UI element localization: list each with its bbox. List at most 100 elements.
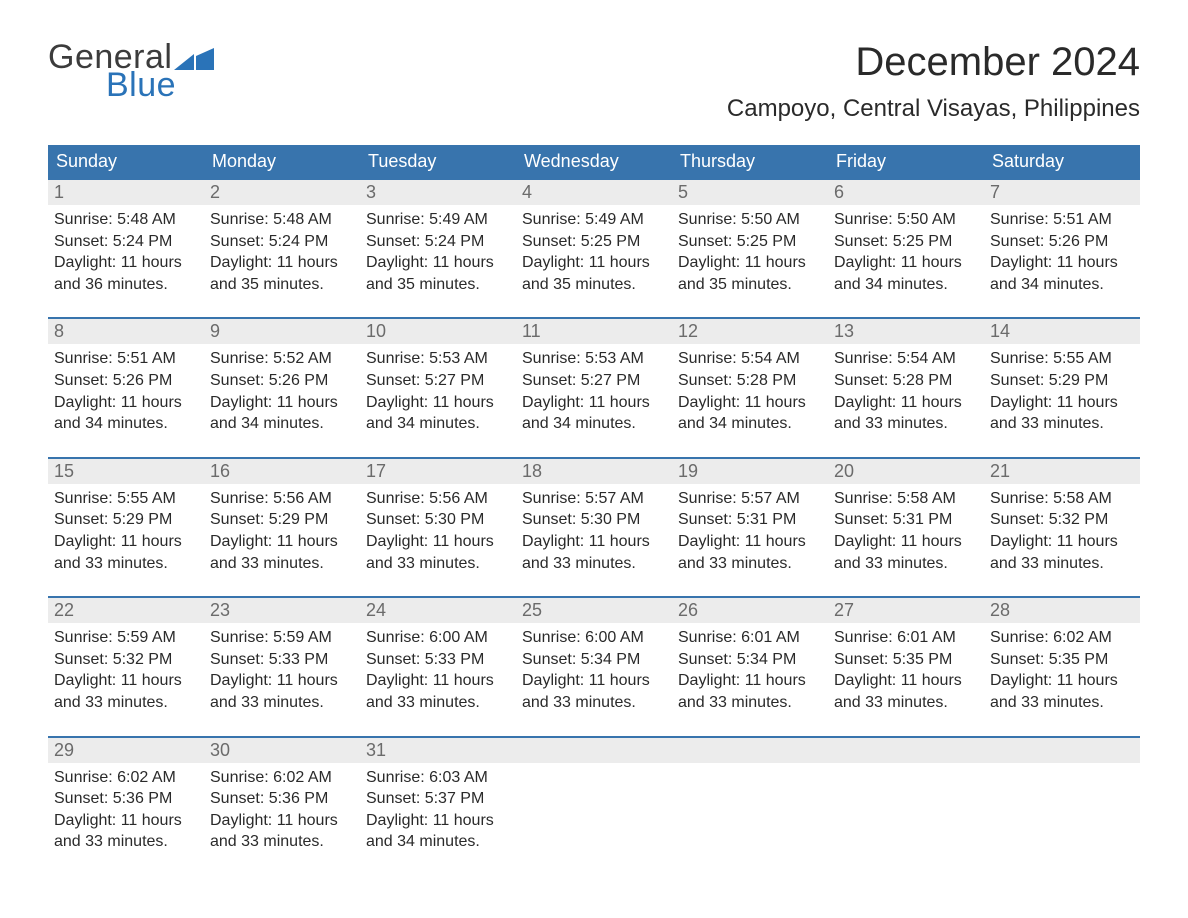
sunset-text: Sunset: 5:29 PM: [210, 509, 354, 531]
header-region: General Blue December 2024 Campoyo, Cent…: [48, 40, 1140, 137]
weekday-header: Thursday: [672, 145, 828, 178]
sunrise-text: Sunrise: 5:57 AM: [678, 488, 822, 510]
day-body: Sunrise: 6:01 AMSunset: 5:34 PMDaylight:…: [672, 623, 828, 717]
sunrise-text: Sunrise: 5:51 AM: [54, 348, 198, 370]
sunrise-text: Sunrise: 6:00 AM: [522, 627, 666, 649]
day-body: Sunrise: 5:50 AMSunset: 5:25 PMDaylight:…: [672, 205, 828, 299]
title-block: December 2024 Campoyo, Central Visayas, …: [727, 40, 1140, 137]
day-number: 4: [516, 180, 672, 205]
day-number: 29: [48, 738, 204, 763]
calendar-day: [984, 738, 1140, 857]
calendar-day: 5Sunrise: 5:50 AMSunset: 5:25 PMDaylight…: [672, 180, 828, 299]
calendar-day: 21Sunrise: 5:58 AMSunset: 5:32 PMDayligh…: [984, 459, 1140, 578]
daylight-text: Daylight: 11 hours and 35 minutes.: [522, 252, 666, 295]
sunrise-text: Sunrise: 5:50 AM: [834, 209, 978, 231]
sunset-text: Sunset: 5:32 PM: [990, 509, 1134, 531]
day-body: Sunrise: 5:50 AMSunset: 5:25 PMDaylight:…: [828, 205, 984, 299]
sunrise-text: Sunrise: 5:50 AM: [678, 209, 822, 231]
day-number: 14: [984, 319, 1140, 344]
day-number: 3: [360, 180, 516, 205]
daylight-text: Daylight: 11 hours and 34 minutes.: [366, 810, 510, 853]
calendar-week: 15Sunrise: 5:55 AMSunset: 5:29 PMDayligh…: [48, 457, 1140, 578]
day-body: Sunrise: 5:53 AMSunset: 5:27 PMDaylight:…: [360, 344, 516, 438]
daylight-text: Daylight: 11 hours and 33 minutes.: [54, 531, 198, 574]
daylight-text: Daylight: 11 hours and 33 minutes.: [834, 670, 978, 713]
calendar-day: 30Sunrise: 6:02 AMSunset: 5:36 PMDayligh…: [204, 738, 360, 857]
day-body: Sunrise: 5:55 AMSunset: 5:29 PMDaylight:…: [984, 344, 1140, 438]
sunset-text: Sunset: 5:36 PM: [210, 788, 354, 810]
daylight-text: Daylight: 11 hours and 35 minutes.: [366, 252, 510, 295]
sunset-text: Sunset: 5:36 PM: [54, 788, 198, 810]
day-body: Sunrise: 5:52 AMSunset: 5:26 PMDaylight:…: [204, 344, 360, 438]
day-number: 8: [48, 319, 204, 344]
month-title: December 2024: [727, 40, 1140, 85]
day-number: 16: [204, 459, 360, 484]
day-body: Sunrise: 5:49 AMSunset: 5:24 PMDaylight:…: [360, 205, 516, 299]
calendar-day: 11Sunrise: 5:53 AMSunset: 5:27 PMDayligh…: [516, 319, 672, 438]
calendar-day: 16Sunrise: 5:56 AMSunset: 5:29 PMDayligh…: [204, 459, 360, 578]
sunrise-text: Sunrise: 6:01 AM: [834, 627, 978, 649]
day-body: Sunrise: 5:54 AMSunset: 5:28 PMDaylight:…: [672, 344, 828, 438]
weekday-header: Friday: [828, 145, 984, 178]
day-number: 31: [360, 738, 516, 763]
day-number: 1: [48, 180, 204, 205]
day-body: Sunrise: 5:59 AMSunset: 5:33 PMDaylight:…: [204, 623, 360, 717]
daylight-text: Daylight: 11 hours and 33 minutes.: [366, 531, 510, 574]
day-number: 25: [516, 598, 672, 623]
day-number: 15: [48, 459, 204, 484]
sunrise-text: Sunrise: 6:00 AM: [366, 627, 510, 649]
day-number: 22: [48, 598, 204, 623]
daylight-text: Daylight: 11 hours and 34 minutes.: [210, 392, 354, 435]
calendar-day: [516, 738, 672, 857]
sunrise-text: Sunrise: 5:49 AM: [522, 209, 666, 231]
sunset-text: Sunset: 5:32 PM: [54, 649, 198, 671]
sunset-text: Sunset: 5:33 PM: [210, 649, 354, 671]
daylight-text: Daylight: 11 hours and 34 minutes.: [990, 252, 1134, 295]
sunrise-text: Sunrise: 5:52 AM: [210, 348, 354, 370]
day-body: Sunrise: 5:48 AMSunset: 5:24 PMDaylight:…: [204, 205, 360, 299]
sunset-text: Sunset: 5:31 PM: [834, 509, 978, 531]
calendar-week: 29Sunrise: 6:02 AMSunset: 5:36 PMDayligh…: [48, 736, 1140, 857]
day-number: [672, 738, 828, 763]
daylight-text: Daylight: 11 hours and 33 minutes.: [522, 531, 666, 574]
daylight-text: Daylight: 11 hours and 33 minutes.: [210, 810, 354, 853]
day-body: Sunrise: 6:02 AMSunset: 5:36 PMDaylight:…: [204, 763, 360, 857]
calendar-day: 29Sunrise: 6:02 AMSunset: 5:36 PMDayligh…: [48, 738, 204, 857]
calendar-day: 23Sunrise: 5:59 AMSunset: 5:33 PMDayligh…: [204, 598, 360, 717]
day-body: Sunrise: 5:56 AMSunset: 5:29 PMDaylight:…: [204, 484, 360, 578]
calendar-day: 12Sunrise: 5:54 AMSunset: 5:28 PMDayligh…: [672, 319, 828, 438]
sunset-text: Sunset: 5:27 PM: [522, 370, 666, 392]
sunrise-text: Sunrise: 5:58 AM: [834, 488, 978, 510]
daylight-text: Daylight: 11 hours and 34 minutes.: [522, 392, 666, 435]
day-number: [828, 738, 984, 763]
sunrise-text: Sunrise: 5:59 AM: [54, 627, 198, 649]
calendar-day: [672, 738, 828, 857]
sunrise-text: Sunrise: 6:02 AM: [990, 627, 1134, 649]
sunrise-text: Sunrise: 5:55 AM: [54, 488, 198, 510]
sunset-text: Sunset: 5:25 PM: [522, 231, 666, 253]
day-number: 27: [828, 598, 984, 623]
sunset-text: Sunset: 5:37 PM: [366, 788, 510, 810]
calendar-day: 8Sunrise: 5:51 AMSunset: 5:26 PMDaylight…: [48, 319, 204, 438]
weekday-header: Monday: [204, 145, 360, 178]
calendar-day: 10Sunrise: 5:53 AMSunset: 5:27 PMDayligh…: [360, 319, 516, 438]
sunrise-text: Sunrise: 5:53 AM: [522, 348, 666, 370]
sunset-text: Sunset: 5:33 PM: [366, 649, 510, 671]
sunset-text: Sunset: 5:28 PM: [678, 370, 822, 392]
day-number: 28: [984, 598, 1140, 623]
day-body: Sunrise: 6:00 AMSunset: 5:34 PMDaylight:…: [516, 623, 672, 717]
sunrise-text: Sunrise: 5:56 AM: [210, 488, 354, 510]
daylight-text: Daylight: 11 hours and 34 minutes.: [54, 392, 198, 435]
sunset-text: Sunset: 5:25 PM: [678, 231, 822, 253]
day-body: [516, 763, 672, 771]
daylight-text: Daylight: 11 hours and 33 minutes.: [210, 531, 354, 574]
daylight-text: Daylight: 11 hours and 33 minutes.: [678, 531, 822, 574]
sunset-text: Sunset: 5:26 PM: [990, 231, 1134, 253]
day-body: [828, 763, 984, 771]
sunrise-text: Sunrise: 5:56 AM: [366, 488, 510, 510]
day-body: Sunrise: 5:51 AMSunset: 5:26 PMDaylight:…: [984, 205, 1140, 299]
sunset-text: Sunset: 5:29 PM: [990, 370, 1134, 392]
daylight-text: Daylight: 11 hours and 33 minutes.: [522, 670, 666, 713]
day-body: Sunrise: 5:57 AMSunset: 5:31 PMDaylight:…: [672, 484, 828, 578]
sunset-text: Sunset: 5:24 PM: [54, 231, 198, 253]
